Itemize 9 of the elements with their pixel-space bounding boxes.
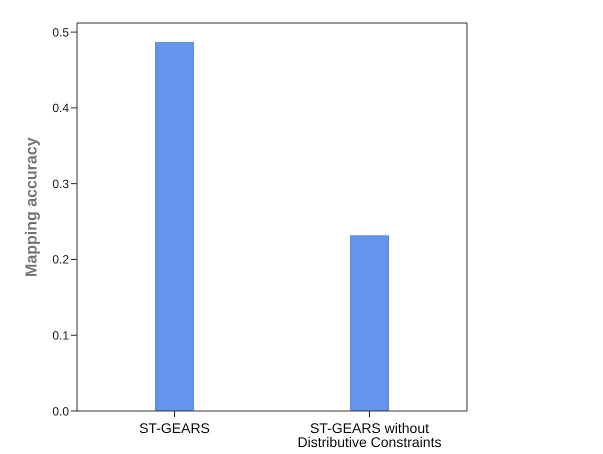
y-tick-label: 0.5 [52,25,70,40]
y-tick-label: 0.3 [52,176,70,191]
y-tick-label: 0.2 [52,252,70,267]
x-tick-label: ST-GEARS [139,420,210,436]
x-tick-label: ST-GEARS without Distributive Constraints [298,420,442,450]
y-tick-label: 0.1 [52,328,70,342]
y-axis-title: Mapping accuracy [24,137,41,277]
y-tick-label: 0.4 [52,101,70,116]
y-tick-label: 0.0 [52,404,70,418]
